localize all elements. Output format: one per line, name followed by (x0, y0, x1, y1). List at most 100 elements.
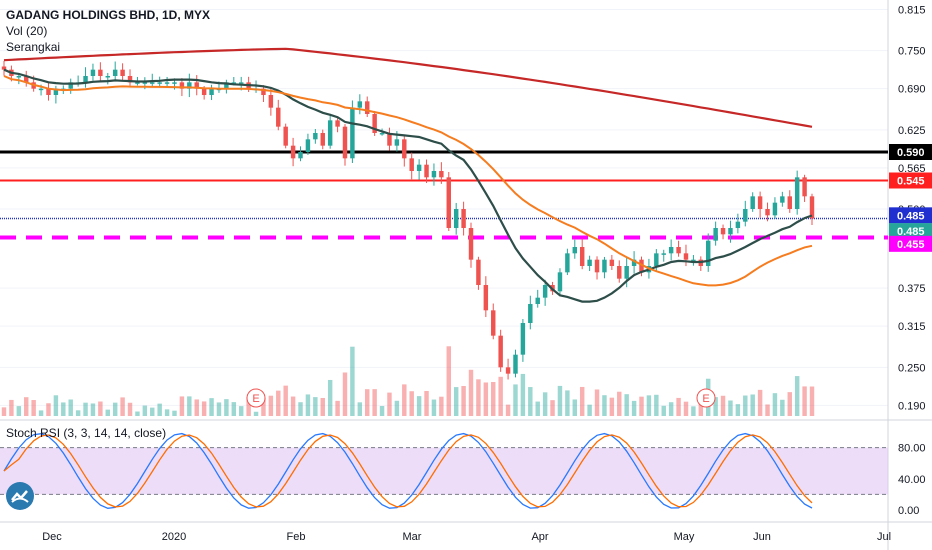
volume-bar (557, 385, 563, 416)
volume-bar (16, 406, 22, 416)
candle-body (409, 158, 414, 171)
candle-body (172, 82, 177, 84)
volume-bar (305, 394, 311, 416)
candle-body (617, 266, 622, 279)
candle-body (772, 202, 778, 216)
candle-body (342, 126, 348, 159)
stoch-rsi-legend[interactable]: Stoch RSI (3, 3, 14, 14, close) (6, 426, 167, 440)
volume-bar (357, 402, 363, 416)
candle-body (298, 152, 303, 159)
volume-bar (735, 404, 741, 416)
volume-legend[interactable]: Vol (20) (6, 24, 48, 38)
candle-body (194, 82, 199, 89)
candle-body (209, 88, 214, 95)
volume-bar (194, 399, 199, 416)
candle-body (283, 126, 288, 146)
volume-bar (809, 386, 815, 416)
candle-body (535, 297, 540, 304)
volume-bar (483, 382, 489, 416)
time-tick-label: Jun (753, 531, 771, 543)
earnings-marker-label: E (702, 393, 709, 405)
volume-bar (179, 396, 185, 416)
volume-bar (505, 404, 511, 416)
candle-body (416, 164, 422, 171)
candle-body (387, 133, 392, 146)
candle-body (424, 164, 429, 178)
candle-body (431, 171, 437, 178)
candle-body (24, 76, 29, 83)
volume-bar (268, 395, 274, 416)
tradingview-logo-icon[interactable] (6, 482, 34, 510)
candle-body (83, 76, 88, 83)
volume-bar (772, 393, 778, 416)
volume-bar (765, 404, 770, 416)
candle-body (53, 88, 59, 95)
volume-bar (335, 400, 340, 416)
candle-body (668, 247, 674, 254)
volume-bar (372, 389, 377, 416)
candle-body (728, 228, 733, 235)
candle-body (498, 335, 503, 368)
volume-bar (83, 402, 88, 416)
candle-body (261, 88, 266, 95)
volume-bar (387, 392, 392, 416)
candle-body (238, 82, 244, 84)
candle-body (112, 69, 118, 76)
horizontal-levels[interactable] (0, 150, 888, 240)
candle-body (765, 209, 770, 216)
candle-body (201, 88, 207, 95)
volume-bar (424, 390, 429, 416)
volume-bar (276, 390, 281, 416)
volume-bar (676, 397, 681, 416)
candle-body (379, 133, 385, 135)
candle-body (290, 145, 296, 159)
volume-bar (142, 405, 148, 416)
candle-body (505, 367, 511, 374)
volume-bar (253, 411, 259, 416)
candle-body (757, 196, 763, 209)
candle-body (98, 69, 103, 76)
candle-body (335, 120, 340, 127)
price-axis[interactable]: 0.8150.7500.6900.6250.5650.5000.3750.315… (898, 5, 926, 518)
candle-body (750, 196, 755, 209)
volume-bar (105, 409, 111, 416)
candle-body (639, 259, 644, 273)
volume-bar (757, 389, 763, 416)
volume-bar (187, 396, 192, 416)
candle-body (705, 240, 711, 266)
price-tick-label: 0.750 (898, 46, 926, 58)
candle-body (542, 285, 548, 298)
candle-body (327, 120, 333, 146)
volume-bar (164, 409, 170, 416)
volume-bar (520, 373, 526, 416)
volume-bar (238, 406, 244, 416)
volume-bar (631, 400, 637, 416)
candle-body (187, 82, 192, 89)
volume-bar (201, 401, 207, 416)
candle-body (372, 114, 377, 133)
candle-body (691, 259, 696, 262)
candle-body (520, 323, 526, 355)
indicator-legend[interactable]: Serangkai (6, 40, 61, 54)
volume-bar (787, 392, 792, 416)
time-axis[interactable]: Dec 2020 Feb Mar Apr May Jun Jul (42, 531, 891, 543)
candle-body (179, 82, 185, 89)
volume-bar (394, 400, 400, 416)
price-badge (889, 223, 932, 240)
volume-bar (794, 376, 800, 416)
candle-body (557, 272, 563, 292)
price-badge (889, 207, 932, 224)
symbol-title[interactable]: GADANG HOLDINGS BHD, 1D, MYX (6, 8, 211, 22)
volume-bar (683, 401, 689, 416)
volume-bar (313, 397, 318, 416)
rsi-tick-label: 0.00 (898, 505, 919, 517)
price-tick-label: 0.315 (898, 321, 926, 333)
volume-bar (728, 400, 733, 416)
candle-body (483, 285, 489, 311)
candle-body (476, 259, 481, 285)
volume-bar (698, 396, 704, 416)
candle-body (654, 253, 659, 266)
volume-bar (654, 394, 659, 416)
